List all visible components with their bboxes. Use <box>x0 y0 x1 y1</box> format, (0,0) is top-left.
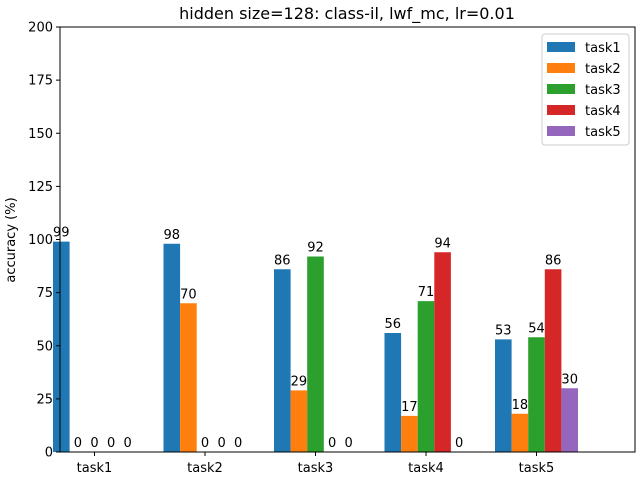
bar-task3-task5 <box>528 337 545 452</box>
bar-task1-task1 <box>53 241 70 453</box>
bar-task2-task3 <box>290 390 308 453</box>
data-label-task2-task1: 0 <box>74 436 82 451</box>
legend-swatch-task4 <box>547 105 575 115</box>
data-label-task3-task1: 0 <box>90 436 98 451</box>
x-tick-label-task5: task5 <box>519 461 555 476</box>
legend-box <box>541 33 630 146</box>
y-tick-label-75: 75 <box>36 286 53 301</box>
data-label-task4-task3: 0 <box>328 436 336 451</box>
bar-task4-task5 <box>544 269 562 452</box>
legend-swatch-task5 <box>547 126 575 136</box>
legend-entry-task3: task3 <box>585 83 621 98</box>
data-label-task5-task5: 30 <box>561 372 578 387</box>
legend-entry-task4: task4 <box>585 104 621 119</box>
legend: task1 task2 task3 task4 task5 <box>541 33 630 146</box>
bar-task4-task4 <box>434 252 451 452</box>
data-label-task5-task1: 0 <box>124 436 132 451</box>
x-tick-label-task4: task4 <box>408 461 444 476</box>
y-tick-label-200: 200 <box>28 21 53 36</box>
data-label-task5-task2: 0 <box>234 436 242 451</box>
x-tick-label-task2: task2 <box>187 461 223 476</box>
bar-task5-task5 <box>561 388 578 452</box>
data-label-task1-task5: 53 <box>495 323 512 338</box>
data-label-task2-task3: 29 <box>291 374 308 389</box>
data-label-task2-task2: 70 <box>180 287 197 302</box>
bar-task2-task2 <box>180 303 197 452</box>
y-tick-label-125: 125 <box>28 180 53 195</box>
bar-task1-task3 <box>274 269 291 452</box>
data-label-task2-task4: 17 <box>401 400 418 415</box>
data-label-task5-task4: 0 <box>455 436 463 451</box>
x-tick-label-task1: task1 <box>77 461 113 476</box>
y-axis-label: accuracy (%) <box>4 197 19 282</box>
legend-entry-task2: task2 <box>585 62 621 77</box>
chart-title: hidden size=128: class-il, lwf_mc, lr=0.… <box>179 4 515 24</box>
data-label-task5-task3: 0 <box>345 436 353 451</box>
y-tick-label-150: 150 <box>28 127 53 142</box>
data-label-task1-task1: 99 <box>53 226 70 241</box>
bar-task1-task4 <box>384 333 402 452</box>
data-label-task1-task2: 98 <box>164 228 181 243</box>
data-label-task4-task4: 94 <box>434 236 451 251</box>
bar-task1-task2 <box>163 243 181 452</box>
data-label-task3-task5: 54 <box>528 321 545 336</box>
data-label-task3-task2: 0 <box>201 436 209 451</box>
data-label-task4-task5: 86 <box>545 253 562 268</box>
bar-task3-task3 <box>307 256 324 452</box>
bar-task2-task4 <box>401 415 418 453</box>
data-label-task3-task4: 71 <box>418 285 435 300</box>
legend-entry-task5: task5 <box>585 125 621 140</box>
y-tick-label-0: 0 <box>45 446 53 461</box>
legend-swatch-task2 <box>547 63 575 73</box>
x-tick-label-task3: task3 <box>298 461 334 476</box>
bar-task3-task4 <box>417 301 435 453</box>
y-tick-label-25: 25 <box>36 392 53 407</box>
bar-task2-task5 <box>511 413 529 452</box>
y-tick-label-175: 175 <box>28 74 53 89</box>
legend-swatch-task1 <box>547 42 575 52</box>
data-label-task2-task5: 18 <box>512 398 529 413</box>
data-label-task1-task4: 56 <box>385 317 402 332</box>
bar-task1-task5 <box>495 339 512 453</box>
y-tick-label-50: 50 <box>36 339 53 354</box>
data-label-task4-task1: 0 <box>107 436 115 451</box>
y-tick-label-100: 100 <box>28 233 53 248</box>
legend-swatch-task3 <box>547 84 575 94</box>
data-label-task1-task3: 86 <box>274 253 291 268</box>
legend-entry-task1: task1 <box>585 41 621 56</box>
data-label-task3-task3: 92 <box>307 241 324 256</box>
data-label-task4-task2: 0 <box>217 436 225 451</box>
